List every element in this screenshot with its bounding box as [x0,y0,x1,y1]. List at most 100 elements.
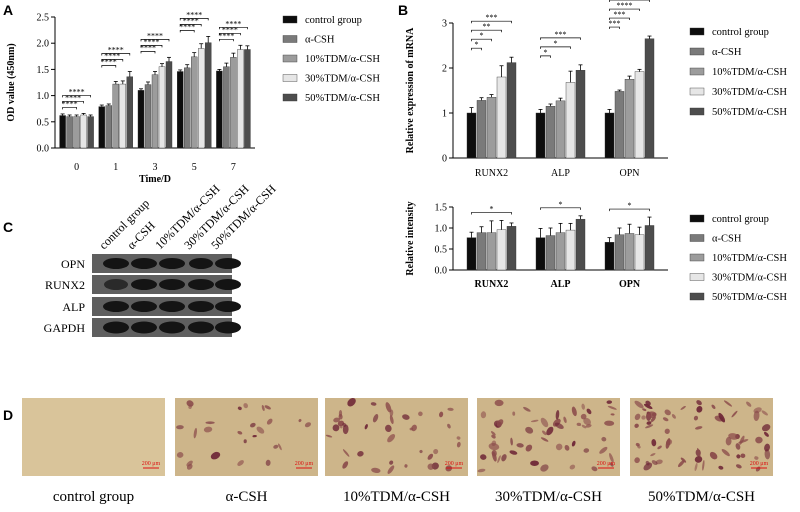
significance-bracket [219,38,234,42]
stained-cell [665,439,673,446]
stained-cell [583,448,590,453]
stained-cell [333,417,341,423]
y-axis-label: Relative expression of mRNA [405,27,416,153]
y-tick-label: 2 [442,64,447,75]
legend-entry: 50%TDM/α-CSH [712,107,787,118]
blot-band [215,258,241,269]
stained-cell [516,443,524,448]
significance-label: * [628,201,632,210]
stained-cell [581,424,587,429]
bar [496,76,507,159]
stained-cell [512,411,516,416]
panel-letter-d: D [3,407,13,423]
stained-cell [491,434,496,439]
stained-cell [746,401,752,407]
significance-label: **** [69,87,85,96]
legend-entry: 30%TDM/α-CSH [712,273,787,284]
legend-swatch [689,87,705,96]
significance-bracket [179,24,202,27]
stained-cell [697,447,701,457]
stained-cell [546,426,554,436]
legend-swatch [689,253,705,262]
bar [59,115,66,149]
bar [614,234,625,271]
y-tick-label: 2.0 [37,39,50,50]
stained-cell [188,404,193,409]
stained-cell [735,464,742,469]
panel-letter-a: A [3,2,13,18]
legend-entry: 10%TDM/α-CSH [712,253,787,264]
bar [87,116,94,149]
stained-cell [711,404,716,409]
stain-label: 50%TDM/α-CSH [648,489,755,505]
significance-bracket [471,38,492,42]
bar [105,105,113,149]
bar [634,71,645,159]
y-tick-label: 0.5 [37,117,50,128]
significance-label: **** [144,37,160,46]
staining-images: 200 μm control group 200 μm α-CSH 200 μm 10%T… [22,397,773,505]
bar [183,67,191,149]
stained-cell [186,463,193,470]
bar [197,48,205,149]
stained-cell [581,403,585,410]
stained-cell [438,411,444,418]
stained-cell [342,449,350,457]
blot-band [215,279,241,290]
significance-bracket [609,17,630,21]
stained-cell [456,436,461,440]
y-tick-label: 0.0 [435,266,448,277]
stained-cell [523,406,531,412]
western-blot: control groupα-CSH10%TDM/α-CSH30%TDM/α-C… [44,181,279,337]
stained-cell [569,464,576,470]
stained-cell [342,422,347,427]
stained-cell [193,427,197,439]
stained-cell [664,409,671,416]
stained-cell [237,460,244,466]
stained-cell [735,443,741,450]
significance-bracket [471,47,482,51]
stained-cell [480,411,487,419]
bar [565,82,576,159]
legend-entry: 30%TDM/α-CSH [712,87,787,98]
blot-band [188,321,214,334]
stained-cell [370,402,377,406]
significance-label: * [554,39,558,48]
stained-cell [237,430,243,435]
bar [80,114,87,149]
stained-cell [695,426,703,430]
stained-cell [525,444,533,452]
stained-cell [387,465,395,474]
bar [98,106,106,149]
significance-bracket [540,55,551,58]
significance-label: *** [486,13,498,22]
significance-label: **** [186,10,202,19]
legend-swatch [689,292,705,301]
scale-bar-label: 200 μm [142,461,161,467]
y-tick-label: 0.0 [37,144,50,155]
stained-cell [718,412,726,423]
stained-cell [725,436,732,446]
x-tick-label: RUNX2 [475,168,508,179]
stained-cell [186,400,194,407]
stained-cell [764,449,771,460]
bar [545,235,556,271]
stained-cell [723,400,733,407]
stained-cell [530,419,539,423]
stained-cell [480,454,487,460]
stained-cell [693,415,699,421]
stained-cell [754,456,759,460]
blot-band [215,301,241,312]
significance-label: **** [104,51,120,60]
significance-label: * [480,31,484,40]
x-tick-label: 0 [74,162,79,173]
legend-swatch [689,67,705,76]
significance-label: **** [225,19,241,28]
y-axis-label: OD value (450nm) [6,43,17,121]
stained-cell [342,461,349,469]
significance-label: *** [614,10,626,19]
bar [506,62,517,159]
bar [466,112,477,159]
y-tick-label: 3 [442,19,447,30]
